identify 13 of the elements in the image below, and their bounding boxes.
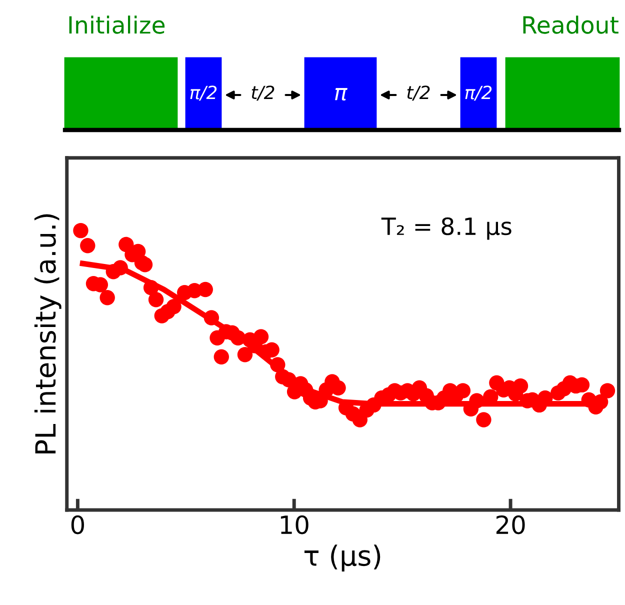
x-tick-label: 0 [71, 515, 84, 534]
text: t/2 [252, 86, 274, 101]
y-axis-title: PL intensity (a.u.) [34, 214, 62, 454]
text: π [335, 88, 348, 101]
text: Readout [523, 16, 618, 34]
annotation: T₂ = 8.1 μs [381, 217, 512, 240]
text: Initialize [69, 16, 165, 34]
text: t/2 [407, 86, 430, 101]
text: π/2 [465, 86, 492, 101]
x-axis-title: τ (μs) [304, 544, 380, 572]
text: π/2 [190, 86, 217, 101]
x-tick-label: 20 [496, 515, 525, 534]
x-tick-label: 10 [280, 515, 308, 534]
